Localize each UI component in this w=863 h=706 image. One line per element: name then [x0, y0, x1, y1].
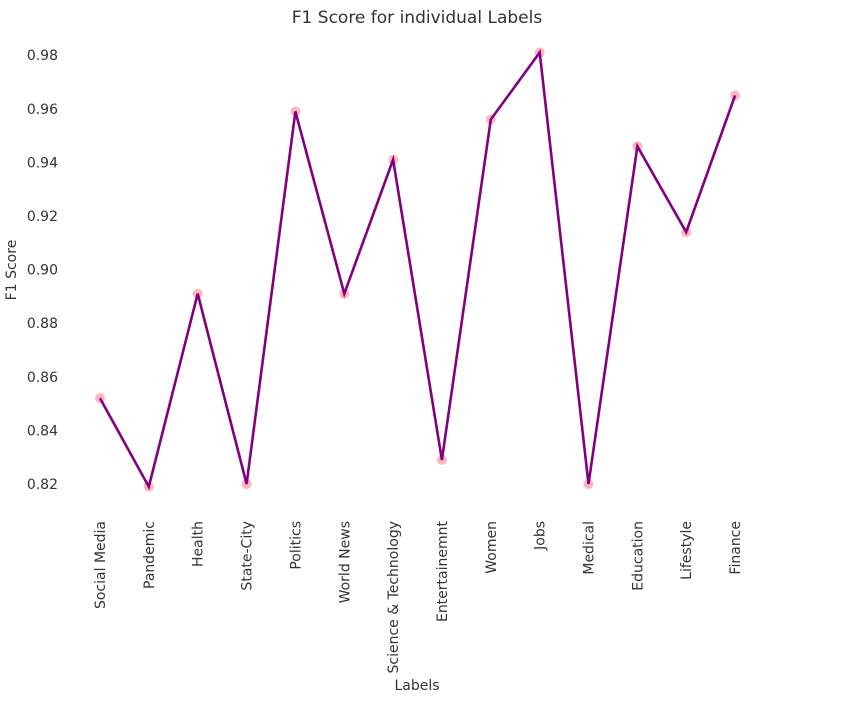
y-tick-label: 0.84 — [27, 423, 58, 439]
x-axis-ticks: Social Media Pandemic Health State-City Poli… — [93, 520, 744, 673]
x-tick-label: Pandemic — [142, 521, 158, 589]
y-tick-label: 0.98 — [27, 48, 58, 64]
x-tick-label: Finance — [728, 521, 744, 575]
x-tick-label: Health — [191, 521, 207, 567]
x-tick-label: Politics — [288, 521, 304, 570]
y-tick-label: 0.86 — [27, 370, 58, 386]
series-markers — [95, 47, 741, 492]
x-axis-label: Labels — [394, 678, 439, 694]
y-tick-label: 0.96 — [27, 102, 58, 118]
x-tick-label: World News — [337, 521, 353, 603]
y-axis-ticks: 0.82 0.84 0.86 0.88 0.90 0.92 0.94 0.96 0.98 — [27, 48, 58, 493]
x-tick-label: Jobs — [533, 521, 549, 551]
chart-title: F1 Score for individual Labels — [292, 8, 543, 28]
x-tick-label: Medical — [582, 521, 598, 575]
y-tick-label: 0.90 — [27, 263, 58, 279]
x-tick-label: Women — [484, 521, 500, 574]
x-tick-label: Social Media — [93, 521, 109, 609]
x-tick-label: Education — [630, 521, 646, 591]
x-tick-label: State-City — [240, 521, 256, 591]
y-axis-label: F1 Score — [4, 240, 20, 301]
y-tick-label: 0.88 — [27, 316, 58, 332]
y-tick-label: 0.92 — [27, 209, 58, 225]
x-tick-label: Lifestyle — [679, 521, 695, 580]
y-tick-label: 0.94 — [27, 155, 58, 171]
x-tick-label: Science & Technology — [386, 521, 402, 674]
series-line — [98, 49, 737, 491]
x-tick-label: Entertainemnt — [435, 520, 451, 622]
y-tick-label: 0.82 — [27, 477, 58, 493]
